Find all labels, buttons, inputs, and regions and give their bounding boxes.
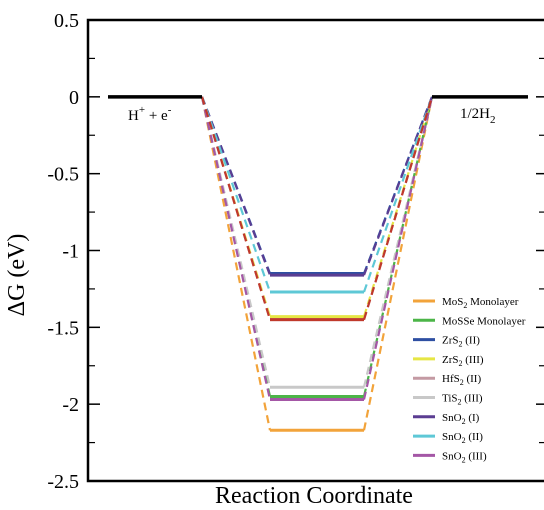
y-tick-label: -1 — [62, 241, 79, 263]
series-connector-left — [200, 96, 272, 388]
series-connector-left — [200, 96, 272, 320]
y-tick-label: -2 — [62, 394, 79, 416]
legend-label: MoSSe Monolayer — [442, 315, 526, 327]
series-connector-right — [362, 96, 434, 431]
x-axis-label: Reaction Coordinate — [215, 483, 413, 509]
plot-area: 0.5 0 -0.5 -1 -1.5 -2 -2.5 H+ + e- 1/2H2 MoS2 Mon… — [47, 10, 544, 493]
state-label-initial: H+ + e- — [128, 104, 172, 124]
legend-label: ZrS2 (III) — [442, 354, 484, 368]
series-6 — [200, 96, 434, 389]
series-1 — [200, 96, 434, 432]
y-tick-label: 0.5 — [54, 10, 79, 32]
series-connector-left — [200, 96, 272, 293]
legend-label: TiS2 (III) — [442, 393, 483, 407]
legend-label: SnO2 (III) — [442, 450, 487, 464]
y-axis-label: ΔG (eV) — [4, 234, 30, 317]
legend-label: HfS2 (II) — [442, 373, 481, 387]
series-9 — [200, 96, 434, 402]
y-tick-label: 0 — [69, 87, 79, 109]
y-tick-label: -2.5 — [47, 471, 79, 493]
y-tick-label: -0.5 — [47, 164, 79, 186]
legend-label: SnO2 (II) — [442, 431, 483, 445]
series-8 — [200, 96, 434, 294]
series-connector-right — [362, 96, 434, 293]
legend-label: ZrS2 (II) — [442, 335, 480, 349]
series-7 — [200, 96, 434, 277]
series-connector-right — [362, 96, 434, 276]
y-tick-label: -1.5 — [47, 317, 79, 339]
series-5 — [200, 96, 434, 322]
series-4 — [200, 96, 434, 319]
series-2 — [200, 96, 434, 398]
legend-label: SnO2 (I) — [442, 412, 480, 426]
series-connector-left — [200, 96, 272, 431]
series-10 — [200, 96, 434, 322]
state-label-final: 1/2H2 — [460, 106, 496, 126]
legend-label: MoS2 Monolayer — [442, 296, 519, 310]
